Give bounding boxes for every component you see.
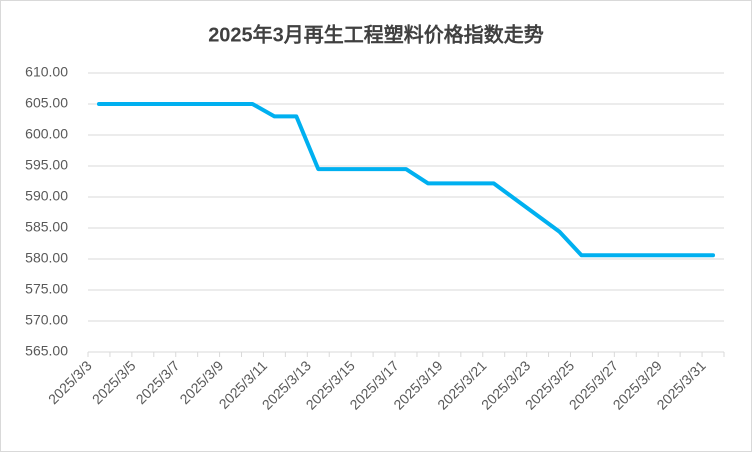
y-tick-label: 590.00	[25, 188, 68, 204]
y-tick-label: 570.00	[25, 312, 68, 328]
y-tick-label: 600.00	[25, 126, 68, 142]
y-tick-label: 585.00	[25, 219, 68, 235]
y-tick-label: 610.00	[25, 64, 68, 80]
y-tick-label: 605.00	[25, 95, 68, 111]
chart-title: 2025年3月再生工程塑料价格指数走势	[208, 22, 544, 46]
data-line	[96, 102, 716, 258]
y-tick-label: 595.00	[25, 157, 68, 173]
y-tick-label: 575.00	[25, 281, 68, 297]
y-tick-label: 580.00	[25, 250, 68, 266]
y-tick-label: 565.00	[25, 343, 68, 359]
